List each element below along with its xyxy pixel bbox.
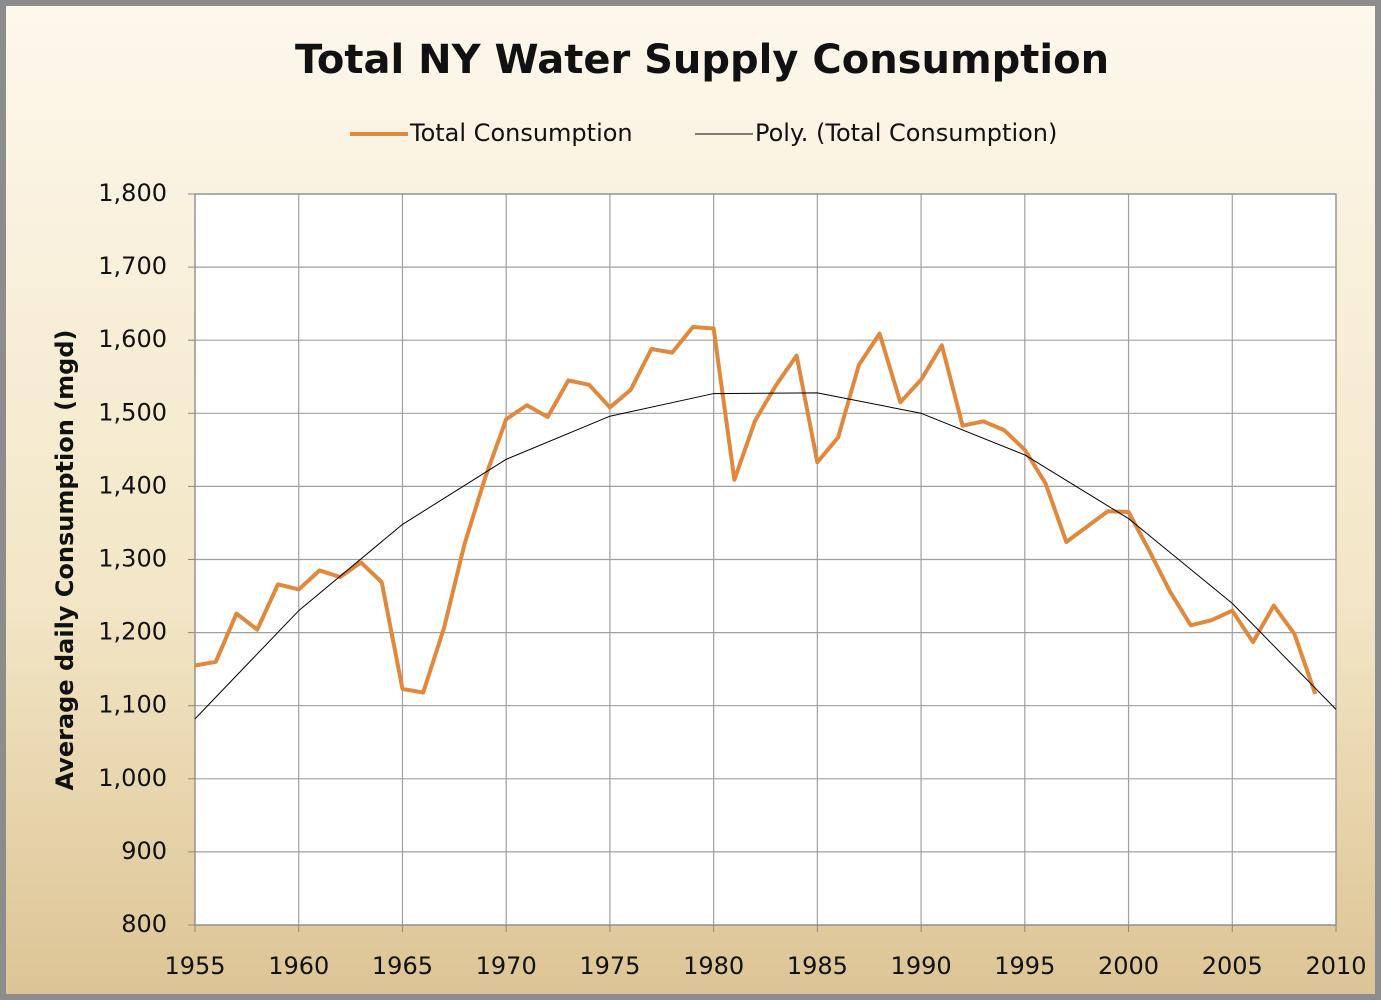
- y-tick-label: 1,300: [98, 545, 167, 573]
- y-tick-label: 1,500: [98, 398, 167, 426]
- x-tick-label: 1960: [268, 952, 329, 980]
- x-tick-label: 1990: [891, 952, 952, 980]
- x-tick-label: 1985: [787, 952, 848, 980]
- x-tick-label: 1975: [579, 952, 640, 980]
- x-tick-label: 1955: [164, 952, 225, 980]
- x-tick-label: 1995: [994, 952, 1055, 980]
- y-tick-label: 800: [121, 910, 167, 938]
- y-tick-label: 1,000: [98, 764, 167, 792]
- legend-label: Total Consumption: [409, 119, 633, 147]
- y-tick-label: 1,700: [98, 252, 167, 280]
- legend-label: Poly. (Total Consumption): [755, 119, 1057, 147]
- x-tick-label: 2005: [1202, 952, 1263, 980]
- plot-border: [194, 193, 1337, 926]
- y-tick-label: 1,400: [98, 471, 167, 499]
- y-tick-label: 1,600: [98, 325, 167, 353]
- x-tick-label: 1970: [476, 952, 537, 980]
- y-tick-label: 1,800: [98, 179, 167, 207]
- series-line: [194, 325, 1318, 695]
- x-tick-label: 1965: [372, 952, 433, 980]
- chart-title: Total NY Water Supply Consumption: [295, 37, 1109, 83]
- x-tick-label: 2000: [1098, 952, 1159, 980]
- y-tick-label: 1,100: [98, 691, 167, 719]
- y-tick-label: 1,200: [98, 618, 167, 646]
- x-tick-label: 2010: [1305, 952, 1366, 980]
- series-line: [194, 392, 1337, 720]
- y-axis-label: Average daily Consumption (mgd): [51, 330, 79, 791]
- x-tick-label: 1980: [683, 952, 744, 980]
- y-tick-label: 900: [121, 837, 167, 865]
